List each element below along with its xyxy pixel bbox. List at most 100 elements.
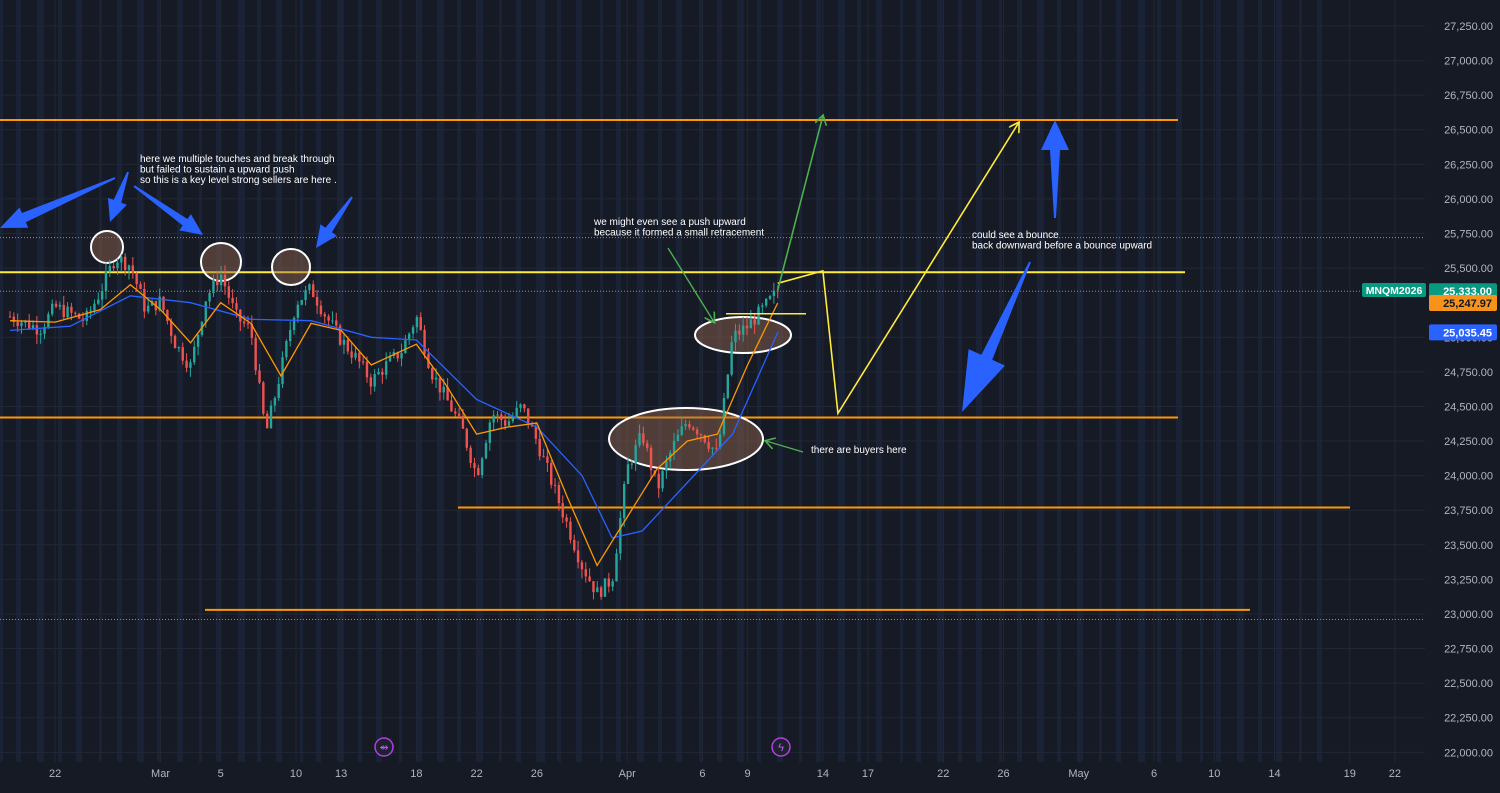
candle-up <box>676 434 680 441</box>
candle-up <box>415 317 419 328</box>
candle-up <box>377 371 380 375</box>
session-band <box>1200 0 1203 762</box>
candle-down <box>715 447 718 449</box>
session-band <box>58 0 62 762</box>
session-band <box>477 0 483 762</box>
candle-up <box>718 434 722 449</box>
candle-up <box>196 334 200 347</box>
time-tick-label: 19 <box>1344 768 1356 780</box>
candle-down <box>35 325 39 335</box>
price-tick-label: 24,750.00 <box>1444 367 1493 379</box>
candle-up <box>722 398 726 435</box>
event-marker-icon[interactable] <box>374 737 394 757</box>
candle-down <box>350 351 353 358</box>
highlight-ellipse <box>90 230 124 264</box>
session-band <box>1116 0 1121 762</box>
session-band <box>958 0 962 762</box>
candle-down <box>235 303 238 310</box>
candle-down <box>346 339 349 352</box>
candle-up <box>51 303 54 315</box>
session-band <box>1077 0 1083 762</box>
candle-up <box>749 319 753 329</box>
candle-up <box>434 377 438 380</box>
session-band <box>658 0 662 762</box>
candle-up <box>388 356 392 362</box>
candle-up <box>212 279 215 293</box>
candle-down <box>381 371 384 375</box>
price-tick-label: 26,500.00 <box>1444 125 1493 137</box>
candle-up <box>273 397 277 406</box>
candle-down <box>166 309 169 321</box>
session-band <box>799 0 802 762</box>
session-band <box>699 0 702 762</box>
event-marker-glyph: ⇴ <box>379 742 388 754</box>
session-band <box>516 0 521 762</box>
time-tick-label: 10 <box>1208 768 1220 780</box>
candle-up <box>108 266 112 272</box>
time-tick-label: Apr <box>619 768 636 780</box>
projection-drawings <box>667 116 1019 453</box>
candle-down <box>246 323 250 325</box>
blue-arrow-icon <box>316 196 353 248</box>
session-band <box>417 0 422 762</box>
candle-down <box>358 352 361 362</box>
candle-up <box>741 325 745 335</box>
candle-up <box>277 384 280 398</box>
annotation-text: so this is a key level strong sellers ar… <box>140 175 337 186</box>
time-tick-label: 14 <box>1268 768 1280 780</box>
candle-up <box>89 310 92 312</box>
candle-up <box>20 322 23 327</box>
price-axis[interactable]: 27,250.00 27,000.00 26,750.00 26,500.00 26,2… <box>1425 0 1500 788</box>
annotation-text: here we multiple touches and break throu… <box>140 154 335 165</box>
price-tick-label: 26,750.00 <box>1444 90 1493 102</box>
yellow-projection-path <box>777 123 1019 416</box>
time-tick-label: 22 <box>49 768 61 780</box>
time-tick-label: 9 <box>745 768 751 780</box>
green-projection-arrow <box>776 116 823 291</box>
candle-down <box>70 306 73 313</box>
candle-up <box>684 424 687 427</box>
candle-up <box>85 310 88 321</box>
session-band <box>1176 0 1182 762</box>
candle-up <box>626 464 630 484</box>
price-tick-label: 23,500.00 <box>1444 540 1493 552</box>
time-axis[interactable]: 22 Mar 5 10 13 18 22 26 Apr 6 9 14 17 22 26 May 6 10 14 19 2… <box>0 762 1500 788</box>
event-marker-icon[interactable] <box>771 737 791 757</box>
candle-down <box>396 352 399 359</box>
candle-up <box>39 333 42 335</box>
candle-up <box>515 407 518 417</box>
candle-down <box>335 320 338 326</box>
candle-up <box>622 483 626 519</box>
candle-down <box>365 361 369 378</box>
candle-up <box>289 330 292 342</box>
session-band <box>16 0 21 762</box>
event-marker-glyph: ϟ <box>778 742 784 754</box>
candle-down <box>753 319 756 325</box>
candle-down <box>254 337 257 371</box>
session-band <box>637 0 644 762</box>
candle-up <box>400 353 403 359</box>
candle-up <box>285 341 288 358</box>
candle-down <box>327 316 330 321</box>
annotation-text: but failed to sustain a upward push <box>140 165 295 176</box>
candle-up <box>292 317 296 331</box>
session-band <box>937 0 944 762</box>
candle-up <box>116 262 119 269</box>
candle-down <box>657 473 660 489</box>
blue-arrows <box>0 120 1069 412</box>
price-tick-label: 25,750.00 <box>1444 229 1493 241</box>
candle-down <box>315 297 319 306</box>
candle-up <box>104 271 108 291</box>
candle-down <box>573 539 576 551</box>
green-pointer-arrow <box>667 247 714 322</box>
blue-arrow-icon <box>133 185 203 235</box>
candle-down <box>431 368 434 380</box>
candle-down <box>423 329 426 355</box>
candle-down <box>457 413 461 416</box>
event-markers[interactable]: ⇴ ϟ <box>374 737 791 757</box>
candle-up <box>146 305 150 312</box>
candle-down <box>450 400 453 412</box>
candle-down <box>538 438 541 457</box>
